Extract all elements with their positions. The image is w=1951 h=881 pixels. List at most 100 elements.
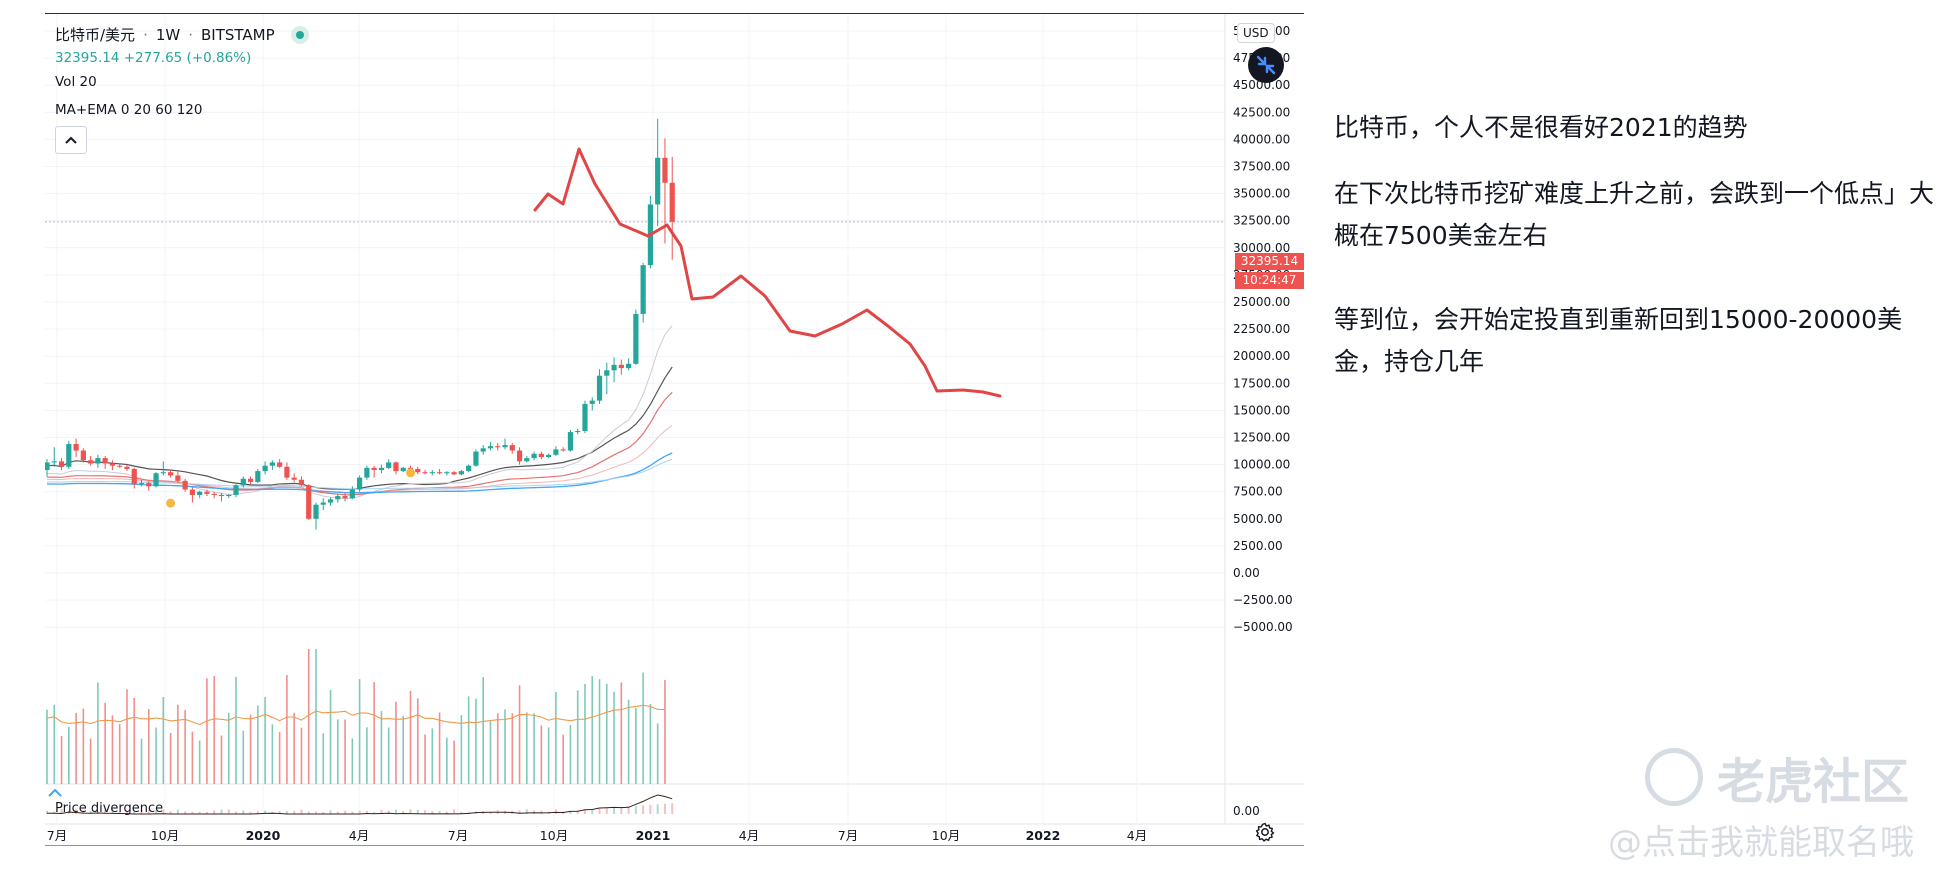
volume-bar bbox=[60, 735, 63, 784]
time-tick-label: 2021 bbox=[636, 828, 671, 843]
volume-bar bbox=[213, 676, 216, 784]
divergence-bar bbox=[518, 810, 521, 814]
divergence-bar bbox=[467, 811, 470, 814]
candle-body bbox=[95, 458, 101, 464]
volume-bar bbox=[366, 727, 368, 784]
collapse-legend-button[interactable] bbox=[55, 126, 87, 154]
volume-bar bbox=[344, 719, 346, 784]
gear-icon[interactable] bbox=[1255, 822, 1275, 842]
candle-body bbox=[284, 466, 290, 478]
candle-body bbox=[80, 450, 86, 461]
volume-bar bbox=[649, 703, 652, 784]
volume-bar bbox=[431, 728, 434, 784]
divergence-bar bbox=[278, 810, 281, 814]
currency-selector[interactable]: USD bbox=[1237, 23, 1275, 43]
volume-bar bbox=[489, 721, 492, 784]
divergence-bar bbox=[489, 811, 492, 814]
divergence-bar bbox=[184, 811, 187, 814]
volume-bar bbox=[322, 733, 325, 784]
candle-body bbox=[473, 451, 479, 466]
divergence-indicator-legend[interactable]: Price divergence bbox=[55, 801, 164, 816]
interval-label[interactable]: 1W bbox=[155, 25, 181, 44]
moving-averages bbox=[46, 325, 673, 500]
candle-body bbox=[618, 364, 624, 369]
divergence-line bbox=[47, 794, 673, 815]
price-tick-label: 37500.00 bbox=[1233, 160, 1290, 174]
volume-bar bbox=[82, 708, 85, 784]
divergence-bar bbox=[249, 811, 252, 814]
divergence-bar bbox=[242, 810, 245, 814]
volume-bar bbox=[235, 677, 237, 784]
divergence-bar bbox=[453, 809, 456, 814]
candle-body bbox=[626, 363, 632, 369]
volume-bar bbox=[424, 734, 426, 784]
candle-body bbox=[73, 444, 79, 451]
price-tick-label: 15000.00 bbox=[1233, 403, 1290, 417]
divergence-bar bbox=[220, 809, 223, 814]
divergence-bar bbox=[656, 804, 659, 814]
symbol-legend[interactable]: 比特币/美元 · 1W · BITSTAMP bbox=[55, 24, 309, 45]
note-paragraph-3: 等到位，会开始定投直到重新回到15000-20000美金，持仓几年 bbox=[1334, 305, 1903, 376]
candle-body bbox=[45, 462, 50, 471]
candle-body bbox=[138, 483, 145, 485]
price-tick-label: 2500.00 bbox=[1233, 539, 1283, 553]
divergence-bar bbox=[431, 811, 434, 814]
volume-bar bbox=[584, 683, 586, 784]
volume-bar bbox=[453, 740, 455, 784]
volume-bar bbox=[140, 738, 143, 784]
volume-bar bbox=[605, 683, 608, 784]
volume-bar bbox=[198, 740, 201, 784]
candle-body bbox=[66, 444, 72, 467]
price-tick-label: 40000.00 bbox=[1233, 132, 1290, 146]
bar-countdown-tag: 10:24:47 bbox=[1235, 272, 1304, 289]
candle-body bbox=[487, 446, 494, 449]
candle-body bbox=[393, 462, 399, 472]
volume-bar bbox=[467, 696, 470, 784]
chevron-up-icon bbox=[65, 136, 77, 144]
chart-canvas[interactable]: 50000.0047500.0045000.0042500.0040000.00… bbox=[45, 14, 1304, 846]
divergence-bar bbox=[89, 810, 92, 814]
time-tick-label: 7月 bbox=[838, 828, 858, 843]
chart-panel[interactable]: 50000.0047500.0045000.0042500.0040000.00… bbox=[45, 13, 1304, 846]
price-tick-label: 30000.00 bbox=[1233, 241, 1290, 255]
volume-bar bbox=[257, 705, 259, 784]
symbol-name[interactable]: 比特币/美元 bbox=[55, 26, 136, 44]
volume-bar bbox=[53, 704, 56, 784]
candle-body bbox=[596, 375, 603, 401]
candle-body bbox=[458, 471, 464, 475]
candlesticks bbox=[45, 118, 675, 530]
price-tick-label: 35000.00 bbox=[1233, 187, 1290, 201]
volume-bar bbox=[387, 727, 390, 784]
volume-bar bbox=[547, 727, 550, 784]
divergence-bar bbox=[438, 810, 441, 814]
collapse-arrows-icon[interactable] bbox=[1248, 47, 1284, 83]
candle-body bbox=[538, 453, 544, 458]
divergence-bar bbox=[169, 811, 172, 814]
volume-bar bbox=[482, 677, 484, 784]
candle-body bbox=[611, 364, 617, 371]
volume-bar bbox=[635, 707, 637, 784]
divergence-bar bbox=[373, 811, 376, 814]
volume-bar bbox=[656, 723, 659, 784]
candle-body bbox=[415, 468, 421, 473]
divergence-bar bbox=[620, 807, 623, 814]
time-axis: 7月 10月 2020 4月 7月 10月 2021 4月 7月 10月 2022 4月 bbox=[47, 828, 1147, 843]
exchange-label: BITSTAMP bbox=[201, 25, 275, 44]
volume-bar bbox=[613, 691, 615, 784]
divergence-bar bbox=[118, 811, 121, 814]
volume-bar bbox=[540, 725, 543, 784]
candle-body bbox=[400, 467, 406, 472]
volume-bar bbox=[598, 679, 601, 784]
price-tick-label: 7500.00 bbox=[1233, 485, 1283, 499]
divergence-bar bbox=[525, 809, 528, 814]
ma-indicator-legend[interactable]: MA+EMA 0 20 60 120 bbox=[55, 102, 203, 118]
candle-body bbox=[349, 489, 355, 499]
time-tick-label: 10月 bbox=[540, 828, 568, 843]
divergence-bar bbox=[583, 809, 586, 814]
volume-bar bbox=[315, 649, 317, 784]
divergence-bar bbox=[344, 810, 347, 814]
volume-bar bbox=[475, 698, 477, 784]
volume-indicator-legend[interactable]: Vol 20 bbox=[55, 74, 97, 90]
divergence-bar bbox=[285, 811, 288, 814]
candle-body bbox=[117, 465, 123, 467]
